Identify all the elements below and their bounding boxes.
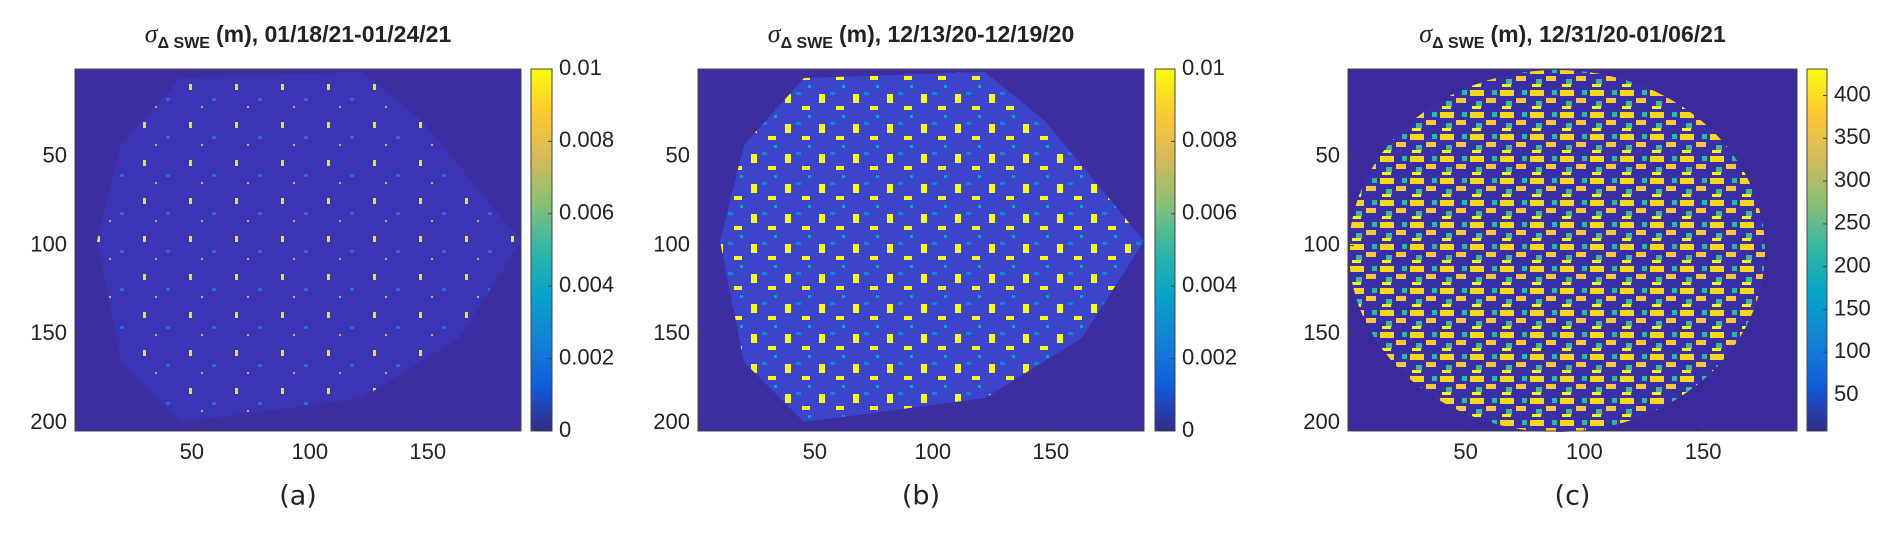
x-tick-label: 50 <box>803 439 827 464</box>
y-tick-label: 50 <box>666 143 690 168</box>
y-tick-label: 150 <box>30 320 67 345</box>
colorbar-tick-label: 0.006 <box>1182 200 1237 225</box>
colorbar <box>1806 68 1828 432</box>
x-tick-label: 150 <box>1032 439 1069 464</box>
colorbar-tick-label: 0.01 <box>1182 55 1225 80</box>
colorbar-tick-label: 0 <box>559 417 571 442</box>
colorbar-tick-label: 300 <box>1834 167 1871 192</box>
title-symbol: σ <box>1419 19 1433 48</box>
x-tick-label: 100 <box>291 439 328 464</box>
colorbar-tick-label: 0.006 <box>559 200 614 225</box>
panel-title: σΔ SWE (m), 12/13/20-12/19/20 <box>768 19 1075 52</box>
x-tick-label: 100 <box>1566 439 1603 464</box>
title-subscript: Δ SWE <box>158 35 211 52</box>
panels <box>75 69 1797 432</box>
x-tick-label: 50 <box>1453 439 1477 464</box>
panel-label: (a) <box>279 481 317 512</box>
colorbar-tick-label: 150 <box>1834 295 1871 320</box>
y-tick-label: 100 <box>30 231 67 256</box>
field-footprint <box>720 72 1144 422</box>
colorbar-tick-label: 200 <box>1834 253 1871 278</box>
colorbar-tick-label: 0.002 <box>1182 344 1237 369</box>
y-tick-label: 100 <box>653 231 690 256</box>
y-tick-label: 150 <box>1303 320 1340 345</box>
colorbar-tick-label: 400 <box>1834 81 1871 106</box>
colorbar-tick-label: 0 <box>1182 417 1194 442</box>
colorbar-tick-label: 0.008 <box>1182 127 1237 152</box>
y-tick-label: 100 <box>1303 231 1340 256</box>
axes-box <box>697 68 1145 432</box>
colorbar <box>530 68 553 432</box>
colorbar-tick-label: 250 <box>1834 210 1871 235</box>
colorbar-tick-label: 50 <box>1834 381 1858 406</box>
colorbar-tick-label: 0.004 <box>559 272 614 297</box>
x-tick-label: 150 <box>1685 439 1722 464</box>
field-footprint <box>97 72 521 422</box>
panel-title: σΔ SWE (m), 01/18/21-01/24/21 <box>145 19 452 52</box>
title-subscript: Δ SWE <box>781 35 834 52</box>
colorbar-tick-label: 0.01 <box>559 55 602 80</box>
x-tick-label: 100 <box>914 439 951 464</box>
colorbar <box>1154 68 1176 432</box>
colorbar-tick-label: 350 <box>1834 124 1871 149</box>
x-tick-label: 150 <box>409 439 446 464</box>
y-tick-label: 200 <box>1303 409 1340 434</box>
x-tick-label: 50 <box>180 439 204 464</box>
field-footprint <box>1349 70 1765 432</box>
axes-box <box>74 68 522 432</box>
colorbar-tick-label: 0.004 <box>1182 272 1237 297</box>
y-tick-label: 50 <box>43 143 67 168</box>
panel-title: σΔ SWE (m), 12/31/20-01/06/21 <box>1419 19 1726 52</box>
title-text: (m), 12/31/20-01/06/21 <box>1490 21 1725 47</box>
panel-label: (b) <box>902 481 940 512</box>
colorbar-tick-label: 0.002 <box>559 344 614 369</box>
y-tick-label: 200 <box>653 409 690 434</box>
panel-label: (c) <box>1555 481 1591 512</box>
y-tick-label: 150 <box>653 320 690 345</box>
title-symbol: σ <box>768 19 782 48</box>
y-tick-label: 200 <box>30 409 67 434</box>
title-text: (m), 01/18/21-01/24/21 <box>216 21 451 47</box>
axes-box <box>1347 68 1798 432</box>
title-symbol: σ <box>145 19 159 48</box>
colorbar-tick-label: 100 <box>1834 338 1871 363</box>
title-text: (m), 12/13/20-12/19/20 <box>839 21 1074 47</box>
title-subscript: Δ SWE <box>1432 35 1485 52</box>
y-tick-label: 50 <box>1316 143 1340 168</box>
colorbar-tick-label: 0.008 <box>559 127 614 152</box>
